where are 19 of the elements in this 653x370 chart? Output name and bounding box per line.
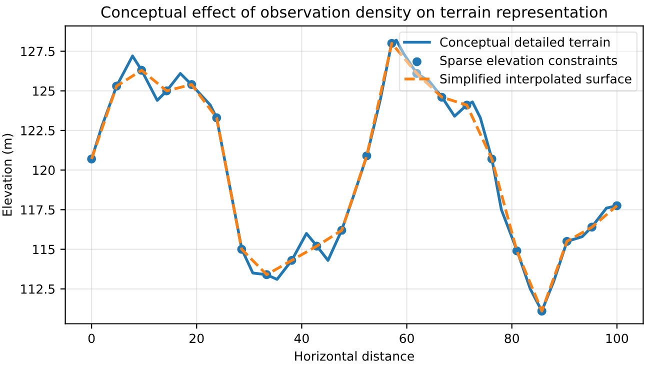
y-tick-label: 112.5 — [21, 284, 54, 294]
x-tick-label: 20 — [190, 334, 204, 344]
legend-label: Conceptual detailed terrain — [440, 37, 610, 50]
y-tick-label: 125 — [33, 86, 54, 96]
x-tick-label: 0 — [88, 334, 95, 344]
x-tick-label: 40 — [294, 334, 309, 344]
y-tick-label: 127.5 — [21, 46, 54, 56]
y-tick-label: 117.5 — [21, 205, 54, 215]
y-axis-title: Elevation (m) — [2, 134, 14, 216]
y-tick-label: 122.5 — [21, 126, 54, 136]
y-tick-label: 115 — [33, 244, 54, 254]
y-tick-label: 120 — [33, 166, 55, 175]
x-tick-label: 100 — [606, 334, 628, 344]
x-tick-label: 60 — [400, 334, 414, 344]
x-axis-title: Horizontal distance — [295, 351, 414, 361]
chart-title: Conceptual effect of observation density on terrain representation — [101, 6, 607, 21]
x-tick-label: 80 — [504, 334, 519, 344]
legend-label: Sparse elevation constraints — [440, 56, 618, 68]
legend-label: Simplified interpolated surface — [440, 74, 632, 86]
